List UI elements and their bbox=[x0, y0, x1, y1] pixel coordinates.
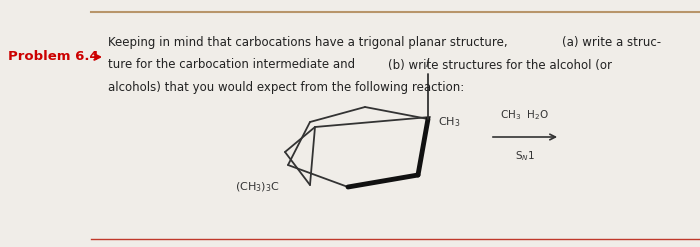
Text: (b) write structures for the alcohol (or: (b) write structures for the alcohol (or bbox=[388, 59, 612, 71]
Text: (CH$_3$)$_3$C: (CH$_3$)$_3$C bbox=[235, 180, 280, 194]
Text: Keeping in mind that carbocations have a trigonal planar structure,: Keeping in mind that carbocations have a… bbox=[108, 36, 508, 48]
Text: S$_N$1: S$_N$1 bbox=[515, 149, 535, 163]
Text: (a) write a struc-: (a) write a struc- bbox=[562, 36, 661, 48]
Text: ture for the carbocation intermediate and: ture for the carbocation intermediate an… bbox=[108, 59, 355, 71]
Text: CH$_3$: CH$_3$ bbox=[438, 115, 461, 129]
Text: I: I bbox=[426, 57, 430, 70]
Text: alcohols) that you would expect from the following reaction:: alcohols) that you would expect from the… bbox=[108, 81, 464, 94]
Text: Problem 6.4: Problem 6.4 bbox=[8, 50, 99, 63]
Text: CH$_3$  H$_2$O: CH$_3$ H$_2$O bbox=[500, 108, 550, 122]
